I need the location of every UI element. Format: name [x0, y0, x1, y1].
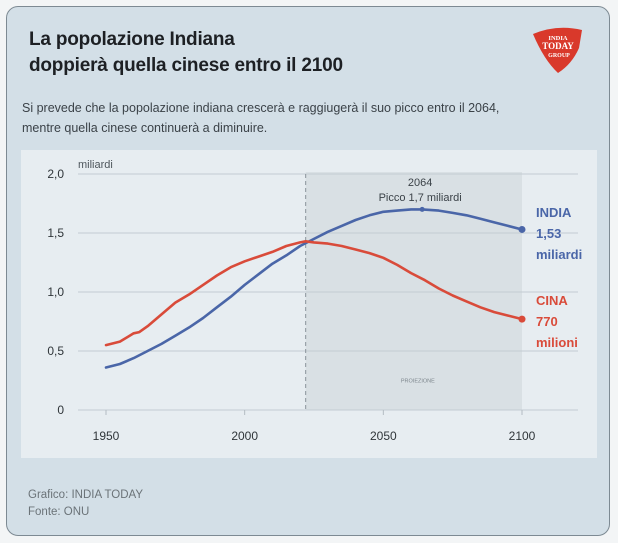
series-end-point-india — [518, 225, 526, 233]
footer-source: Fonte: ONU — [28, 506, 90, 518]
logo-text-1: INDIA — [548, 35, 567, 42]
series-line-cina — [104, 240, 524, 347]
peak-annotation-text: Picco 1,7 miliardi — [379, 192, 462, 204]
title-line-1: La popolazione Indiana — [29, 29, 235, 50]
cina-label-name: CINA — [536, 293, 568, 308]
cina-label-unit: milioni — [536, 335, 578, 350]
series-line-india — [104, 208, 524, 369]
y-tick-label: 0,5 — [47, 344, 64, 358]
chart-title: La popolazione Indiana doppierà quella c… — [29, 27, 343, 79]
chart-subtitle: Si prevede che la popolazione indiana cr… — [22, 98, 592, 138]
series-end-point-cina — [518, 315, 526, 323]
x-tick-label: 1950 — [93, 429, 120, 443]
logo-text-2: TODAY — [542, 41, 574, 51]
projection-label: PROIEZIONE — [401, 379, 435, 385]
y-axis-unit-label: miliardi — [78, 159, 113, 171]
y-tick-label: 1,5 — [47, 226, 64, 240]
y-tick-label: 2,0 — [47, 167, 64, 181]
chart-footer: Grafico: INDIA TODAY Fonte: ONU — [28, 487, 143, 521]
x-tick-label: 2100 — [509, 429, 536, 443]
y-tick-label: 1,0 — [47, 285, 64, 299]
subtitle-line-1: Si prevede che la popolazione indiana cr… — [22, 101, 500, 115]
title-line-2: doppierà quella cinese entro il 2100 — [29, 55, 343, 76]
india-end-label: INDIA 1,53 miliardi — [536, 202, 582, 265]
projection-region — [305, 172, 522, 410]
subtitle-line-2: mentre quella cinese continuerà a diminu… — [22, 121, 268, 135]
logo-shield-icon — [533, 27, 582, 73]
y-tick-label: 0 — [57, 403, 64, 417]
peak-annotation-year: 2064 — [408, 177, 432, 189]
india-label-name: INDIA — [536, 205, 572, 220]
peak-marker — [419, 206, 425, 212]
x-tick-label: 2050 — [370, 429, 397, 443]
cina-end-label: CINA 770 milioni — [536, 290, 578, 353]
logo-text-3: GROUP — [548, 53, 570, 59]
footer-credit: Grafico: INDIA TODAY — [28, 489, 144, 501]
india-today-logo: INDIA TODAY GROUP — [533, 27, 582, 73]
india-label-value: 1,53 — [536, 226, 562, 241]
x-tick-label: 2000 — [231, 429, 258, 443]
cina-label-value: 770 — [536, 314, 558, 329]
india-label-unit: miliardi — [536, 247, 583, 262]
